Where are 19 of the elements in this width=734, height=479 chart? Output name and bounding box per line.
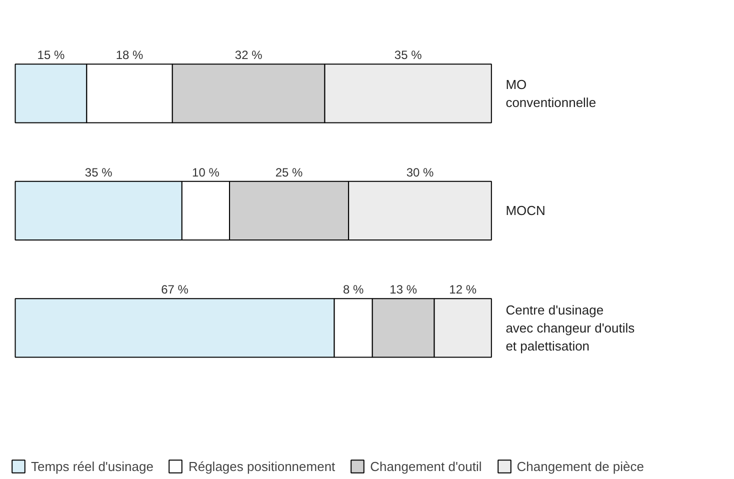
data-label: 25 %	[275, 165, 304, 180]
data-label: 10 %	[192, 165, 220, 180]
data-label: 35 %	[84, 165, 113, 180]
legend-label: Changement d'outil	[370, 458, 482, 474]
y-tick-label: MOCN	[506, 203, 546, 218]
data-label: 13 %	[390, 282, 418, 297]
data-label: 35 %	[394, 48, 422, 62]
legend-label: Réglages positionnement	[188, 458, 336, 474]
y-tick-label: Centre d'usinage avec changeur d'outils et palettisation	[506, 302, 636, 354]
data-label: 8 %	[342, 282, 364, 297]
legend-label: Changement de pièce	[516, 458, 644, 474]
y-tick-label: MO conventionnelle	[506, 76, 596, 110]
legend-label: Temps réel d'usinage	[31, 458, 154, 474]
data-label: 15 %	[37, 48, 65, 62]
data-label: 12 %	[449, 282, 477, 297]
data-label: 30 %	[406, 165, 434, 180]
data-label: 32 %	[234, 48, 263, 62]
data-label: 67 %	[161, 282, 189, 297]
data-label: 18 %	[116, 48, 144, 62]
